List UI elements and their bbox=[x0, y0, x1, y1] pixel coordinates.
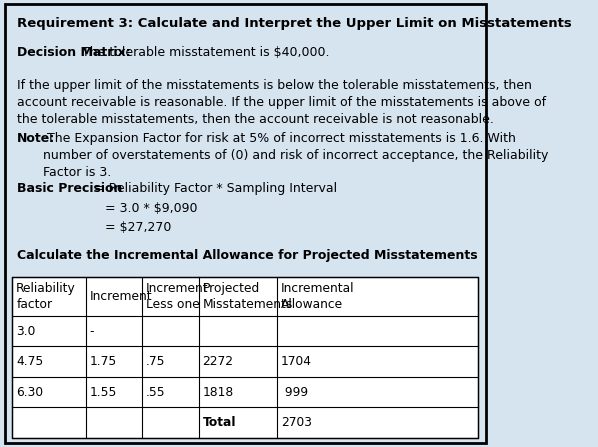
Text: -: - bbox=[90, 325, 94, 338]
Text: Increment
Less one: Increment Less one bbox=[146, 282, 209, 311]
Text: .75: .75 bbox=[146, 355, 166, 368]
Text: 1.75: 1.75 bbox=[90, 355, 117, 368]
Text: Note:: Note: bbox=[17, 132, 56, 145]
Text: 6.30: 6.30 bbox=[16, 385, 43, 399]
Text: .55: .55 bbox=[146, 385, 166, 399]
Text: 4.75: 4.75 bbox=[16, 355, 44, 368]
Text: 1818: 1818 bbox=[203, 385, 234, 399]
Text: The Expansion Factor for risk at 5% of incorrect misstatements is 1.6. With
numb: The Expansion Factor for risk at 5% of i… bbox=[43, 132, 548, 179]
Text: Decision Matrix:: Decision Matrix: bbox=[17, 46, 131, 59]
Text: 3.0: 3.0 bbox=[16, 325, 35, 338]
Text: Basic Precision: Basic Precision bbox=[17, 182, 123, 195]
Text: Incremental
Allowance: Incremental Allowance bbox=[281, 282, 355, 311]
Text: Calculate the Incremental Allowance for Projected Misstatements: Calculate the Incremental Allowance for … bbox=[17, 249, 478, 262]
Text: 1704: 1704 bbox=[281, 355, 312, 368]
Text: 2703: 2703 bbox=[281, 416, 312, 429]
Text: If the upper limit of the misstatements is below the tolerable misstatements, th: If the upper limit of the misstatements … bbox=[17, 79, 547, 126]
Text: = $27,270: = $27,270 bbox=[105, 221, 172, 234]
FancyBboxPatch shape bbox=[13, 277, 478, 438]
Text: 2272: 2272 bbox=[203, 355, 234, 368]
Text: 999: 999 bbox=[281, 385, 308, 399]
Text: Reliability
factor: Reliability factor bbox=[16, 282, 76, 311]
Text: = Reliability Factor * Sampling Interval: = Reliability Factor * Sampling Interval bbox=[90, 182, 337, 195]
Text: = 3.0 * $9,090: = 3.0 * $9,090 bbox=[105, 202, 198, 215]
FancyBboxPatch shape bbox=[5, 4, 486, 443]
Text: Requirement 3: Calculate and Interpret the Upper Limit on Misstatements: Requirement 3: Calculate and Interpret t… bbox=[17, 17, 572, 30]
Text: Total: Total bbox=[203, 416, 236, 429]
Text: The tolerable misstatement is $40,000.: The tolerable misstatement is $40,000. bbox=[78, 46, 330, 59]
Text: Increment: Increment bbox=[90, 290, 152, 303]
Text: Projected
Misstatements: Projected Misstatements bbox=[203, 282, 293, 311]
Text: 1.55: 1.55 bbox=[90, 385, 117, 399]
